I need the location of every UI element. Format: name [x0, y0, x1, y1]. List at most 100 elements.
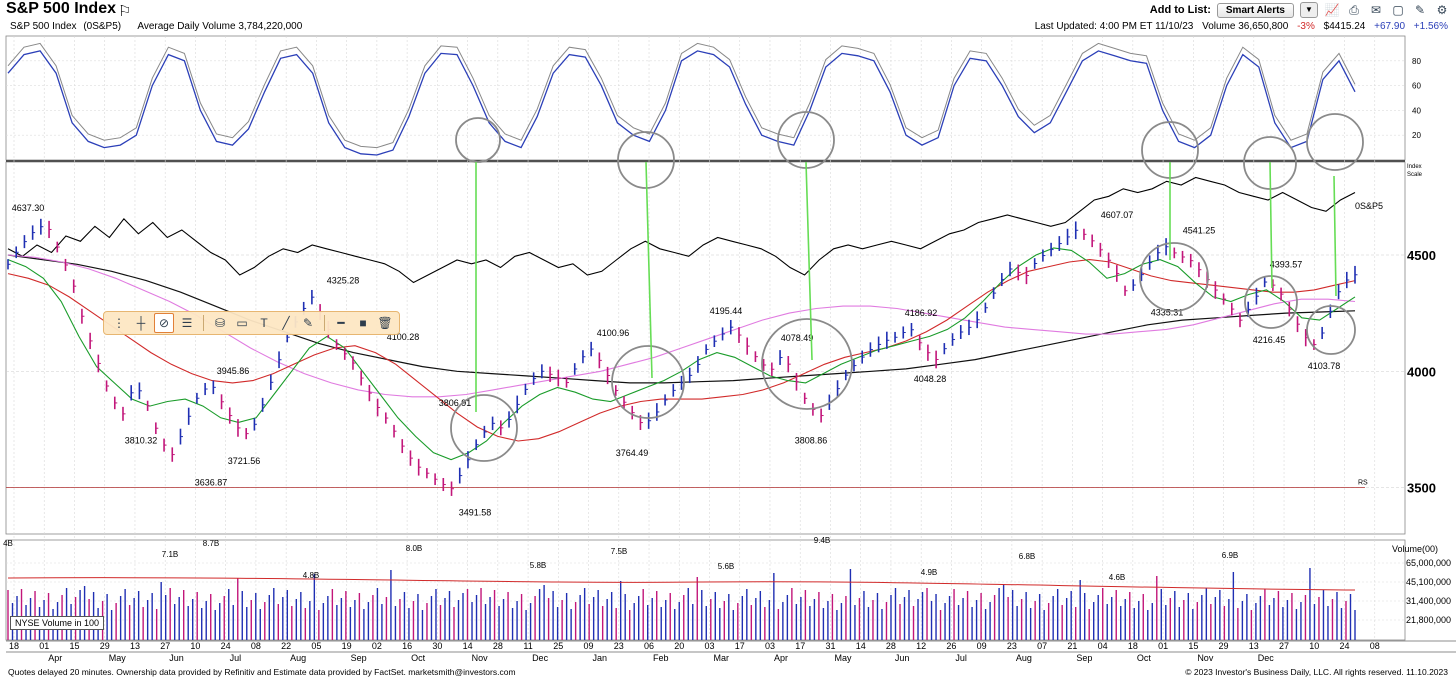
- x-tick-label: 03: [765, 641, 775, 651]
- price-annotation: 4325.28: [327, 276, 360, 286]
- x-tick-label: 28: [493, 641, 503, 651]
- x-tick-label: 23: [614, 641, 624, 651]
- x-tick-label: 24: [221, 641, 231, 651]
- volume-annotation: 7.1B: [162, 550, 178, 559]
- ma-21-line: [7, 247, 1356, 461]
- toolbar-divider: [203, 315, 204, 331]
- price-tick-label: 3500: [1407, 481, 1436, 496]
- footer-copyright: © 2023 Investor's Business Daily, LLC. A…: [1185, 667, 1448, 677]
- index-symbol: (0S&P5): [83, 21, 122, 32]
- toolbar-divider: [324, 315, 325, 331]
- price-tick-label: 4000: [1407, 364, 1436, 379]
- x-tick-label: 12: [916, 641, 926, 651]
- smart-alerts-button[interactable]: Smart Alerts: [1216, 2, 1294, 18]
- x-month-label: Mar: [714, 653, 730, 663]
- paint-icon[interactable]: ⛁: [214, 316, 226, 330]
- x-tick-label: 11: [523, 641, 532, 651]
- alert-icon[interactable]: ✉: [1370, 3, 1382, 17]
- rectangle-icon[interactable]: ▭: [236, 316, 248, 330]
- tools-icon[interactable]: ✎: [1414, 3, 1426, 17]
- chevron-down-icon[interactable]: ▼: [1300, 2, 1318, 18]
- color-icon[interactable]: ■: [359, 316, 367, 330]
- x-tick-label: 01: [1158, 641, 1168, 651]
- pencil-icon[interactable]: ✎: [302, 316, 314, 330]
- volume-annotation: 4.9B: [921, 568, 937, 577]
- change-pct: +1.56%: [1413, 21, 1448, 32]
- print-icon[interactable]: ⎙: [1349, 3, 1359, 17]
- highlight-connector: [805, 161, 813, 361]
- price-annotation: 3491.58: [459, 507, 492, 517]
- price-annotation: 4078.49: [781, 333, 814, 343]
- x-tick-label: 27: [160, 641, 170, 651]
- x-month-label: Aug: [290, 653, 306, 663]
- volume-annotation: 7.5B: [611, 547, 627, 556]
- settings-icon[interactable]: ⚙: [1436, 3, 1448, 17]
- price-annotation: 4195.44: [710, 306, 743, 316]
- volume-annotation: 6.9B: [1222, 551, 1238, 560]
- flag-icon[interactable]: ⚐: [118, 3, 132, 20]
- line-style-icon[interactable]: ━: [337, 316, 345, 330]
- x-tick-label: 04: [1098, 641, 1108, 651]
- price-annotation: 3806.91: [439, 398, 472, 408]
- x-tick-label: 14: [463, 641, 473, 651]
- volume-unit-label: Volume(00): [1392, 544, 1438, 554]
- price-annotation: 4103.78: [1308, 361, 1341, 371]
- x-tick-label: 27: [1279, 641, 1289, 651]
- x-month-label: Feb: [653, 653, 669, 663]
- x-month-label: Sep: [351, 653, 367, 663]
- volume-annotation: 8.0B: [406, 544, 422, 553]
- list-icon[interactable]: ☰: [181, 316, 193, 330]
- highlight-connector: [1269, 161, 1273, 289]
- index-scale-label: Index: [1407, 164, 1422, 170]
- x-month-label: Oct: [1137, 653, 1152, 663]
- x-tick-label: 24: [1340, 641, 1350, 651]
- ma-pink-line: [7, 254, 1356, 398]
- header-toolbar: Add to List: Smart Alerts ▼ 📈 ⎙ ✉ ▢ ✎ ⚙: [1150, 1, 1450, 19]
- x-month-label: May: [109, 653, 127, 663]
- bookmark-icon[interactable]: ▢: [1392, 3, 1404, 17]
- x-month-label: Apr: [774, 653, 788, 663]
- stoch-tick-label: 60: [1412, 82, 1421, 91]
- price-annotation: 4541.25: [1183, 225, 1216, 235]
- highlight-connector: [1333, 175, 1337, 297]
- page-title: S&P 500 Index: [6, 0, 116, 17]
- x-tick-label: 09: [977, 641, 987, 651]
- line-icon[interactable]: ╱: [282, 316, 290, 330]
- x-tick-label: 14: [856, 641, 866, 651]
- price-annotation: 4186.92: [905, 308, 938, 318]
- stoch-tick-label: 20: [1412, 131, 1421, 140]
- rs-line: [7, 176, 1356, 284]
- x-tick-label: 18: [1128, 641, 1138, 651]
- price-annotation: 4393.57: [1270, 260, 1303, 270]
- drag-handle-icon[interactable]: ⋮: [113, 316, 125, 330]
- x-tick-label: 09: [584, 641, 594, 651]
- nyse-volume-label: NYSE Volume in 100: [10, 616, 105, 630]
- x-tick-label: 29: [100, 641, 110, 651]
- x-tick-label: 08: [251, 641, 261, 651]
- x-month-label: Jul: [955, 653, 967, 663]
- hide-icon[interactable]: ⊘: [154, 313, 174, 333]
- price-tick-label: 4500: [1407, 248, 1436, 263]
- text-icon[interactable]: T: [260, 316, 268, 330]
- highlight-circle: [1244, 275, 1298, 329]
- crosshair-icon[interactable]: ┼: [136, 316, 146, 330]
- x-tick-label: 21: [1067, 641, 1077, 651]
- trash-icon[interactable]: 🗑: [377, 316, 393, 330]
- volume-annotation: 4.6B: [1109, 573, 1125, 582]
- x-month-label: Jun: [169, 653, 184, 663]
- chart-icon[interactable]: 📈: [1324, 3, 1340, 17]
- x-tick-label: 29: [1219, 641, 1229, 651]
- ma-50-line: [7, 259, 1356, 442]
- price-annotation: 3945.86: [217, 366, 250, 376]
- highlight-circle: [1306, 305, 1356, 355]
- drawing-toolbar: ⋮ ┼ ⊘ ☰ ⛁ ▭ T ╱ ✎ ━ ■ 🗑: [103, 311, 400, 335]
- stoch-tick-label: 80: [1412, 57, 1421, 66]
- x-tick-label: 01: [39, 641, 49, 651]
- last-updated: Last Updated: 4:00 PM ET 11/10/23: [1034, 21, 1194, 32]
- rs-label: 0S&P5: [1355, 201, 1383, 211]
- highlight-circle: [1306, 113, 1364, 171]
- price-annotation: 3810.32: [125, 435, 158, 445]
- x-month-label: Jul: [230, 653, 242, 663]
- x-month-label: Oct: [411, 653, 426, 663]
- volume-tick-label: 45,100,000: [1406, 577, 1451, 587]
